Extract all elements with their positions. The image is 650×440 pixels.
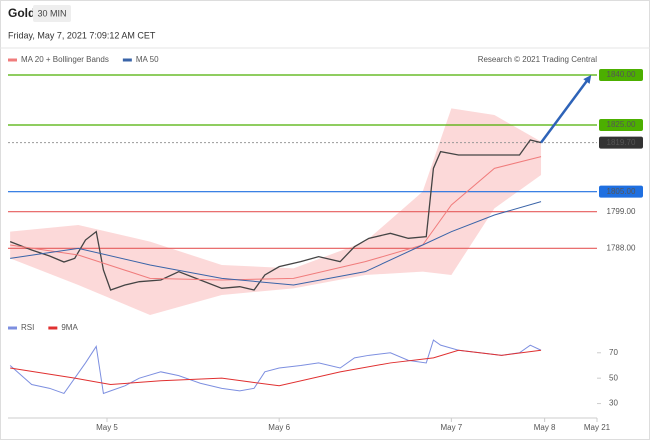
x-tick-label: May 7 [440, 423, 462, 432]
level-box [599, 69, 643, 81]
level-box [599, 185, 643, 198]
y-tick-label: 50 [609, 373, 618, 382]
series-line [10, 349, 542, 387]
x-tick-label: May 21 [584, 423, 611, 432]
x-tick-label: May 5 [96, 423, 118, 432]
series-line [10, 156, 542, 281]
x-tick-label: May 6 [268, 423, 290, 432]
timeframe: 30 MIN [37, 8, 66, 18]
arrow-head [583, 75, 592, 84]
timeframe-box [33, 5, 71, 22]
y-tick-label: 30 [609, 399, 618, 408]
series-line [9, 139, 542, 291]
level-label: 1799.00 [607, 207, 636, 216]
level-box [599, 136, 643, 149]
legend-label: MA 50 [136, 55, 159, 64]
legend-label: RSI [21, 323, 34, 332]
instrument: Gold [8, 6, 35, 20]
legend-label: 9MA [61, 323, 78, 332]
forecast-arrow [540, 80, 588, 144]
series-line [9, 339, 542, 395]
level-label: 1840.00 [607, 70, 636, 79]
level-label: 1788.00 [607, 243, 636, 252]
level-label: 1819.70 [607, 138, 636, 147]
level-label: 1805.00 [607, 187, 636, 196]
date: Friday, May 7, 2021 7:09:12 AM CET [8, 30, 156, 40]
credit: Research © 2021 Trading Central [478, 55, 598, 64]
level-box [599, 119, 643, 131]
legend-label: MA 20 + Bollinger Bands [21, 55, 109, 64]
level-label: 1825.00 [607, 120, 636, 129]
y-tick-label: 70 [609, 348, 618, 357]
series-line [10, 201, 542, 286]
x-tick-label: May 8 [534, 423, 556, 432]
